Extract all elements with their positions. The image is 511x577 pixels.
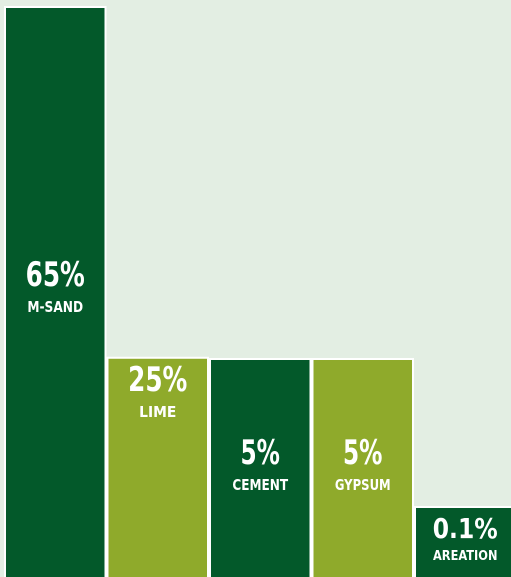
bar-areation [414,506,511,577]
data-label-percent: 0.1% [433,512,498,545]
data-label-percent: 25% [128,360,187,400]
bar-lime [106,356,209,577]
category-label-m-sand: M-SAND [27,298,83,316]
category-label-lime: LIME [139,403,176,421]
category-label-gypsum: GYPSUM [335,476,391,494]
category-label-areation: AREATION [433,549,497,564]
data-label-percent: 5% [343,433,382,473]
bar-gypsum [311,358,414,577]
bar-cement [209,358,312,577]
data-label-percent: 65% [26,255,85,295]
bar-m-sand [4,6,107,577]
bars-layer [4,6,511,577]
data-label-percent: 5% [241,433,280,473]
labels-layer: 65% M-SAND 25% LIME 5% CEMENT 5% GYPSUM 0.1% AREA… [26,255,498,564]
category-label-cement: CEMENT [232,476,288,494]
